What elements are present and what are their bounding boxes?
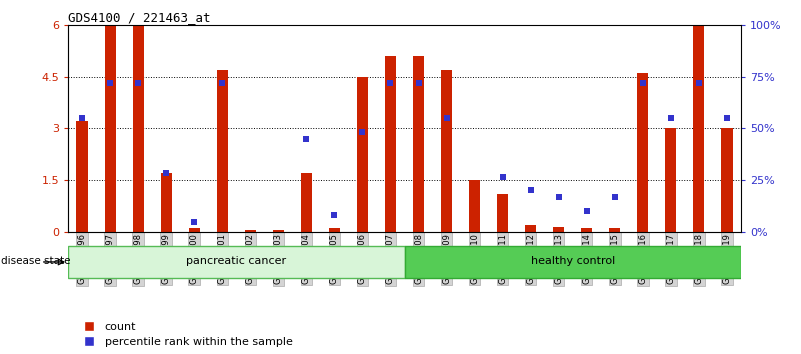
Text: GDS4100 / 221463_at: GDS4100 / 221463_at xyxy=(68,11,211,24)
Bar xyxy=(189,228,200,232)
Bar xyxy=(357,76,368,232)
Bar xyxy=(160,173,172,232)
Text: disease state: disease state xyxy=(1,256,70,266)
Bar xyxy=(329,228,340,232)
Bar xyxy=(721,128,732,232)
Bar xyxy=(216,70,228,232)
Bar xyxy=(609,228,620,232)
Bar xyxy=(497,194,509,232)
Bar xyxy=(413,56,425,232)
Bar xyxy=(441,70,452,232)
Bar xyxy=(68,246,405,278)
Bar xyxy=(104,25,116,232)
Bar xyxy=(525,225,537,232)
Bar xyxy=(582,228,592,232)
Bar xyxy=(665,128,676,232)
Text: pancreatic cancer: pancreatic cancer xyxy=(186,256,287,266)
Bar xyxy=(133,25,144,232)
Bar xyxy=(245,230,256,232)
Bar xyxy=(385,56,396,232)
Bar xyxy=(469,180,481,232)
Legend: count, percentile rank within the sample: count, percentile rank within the sample xyxy=(74,317,297,352)
Text: healthy control: healthy control xyxy=(530,256,615,266)
Bar xyxy=(301,173,312,232)
Bar xyxy=(638,73,649,232)
Bar xyxy=(405,246,741,278)
Bar xyxy=(553,227,564,232)
Bar xyxy=(272,230,284,232)
Bar xyxy=(693,25,705,232)
Bar xyxy=(77,121,88,232)
